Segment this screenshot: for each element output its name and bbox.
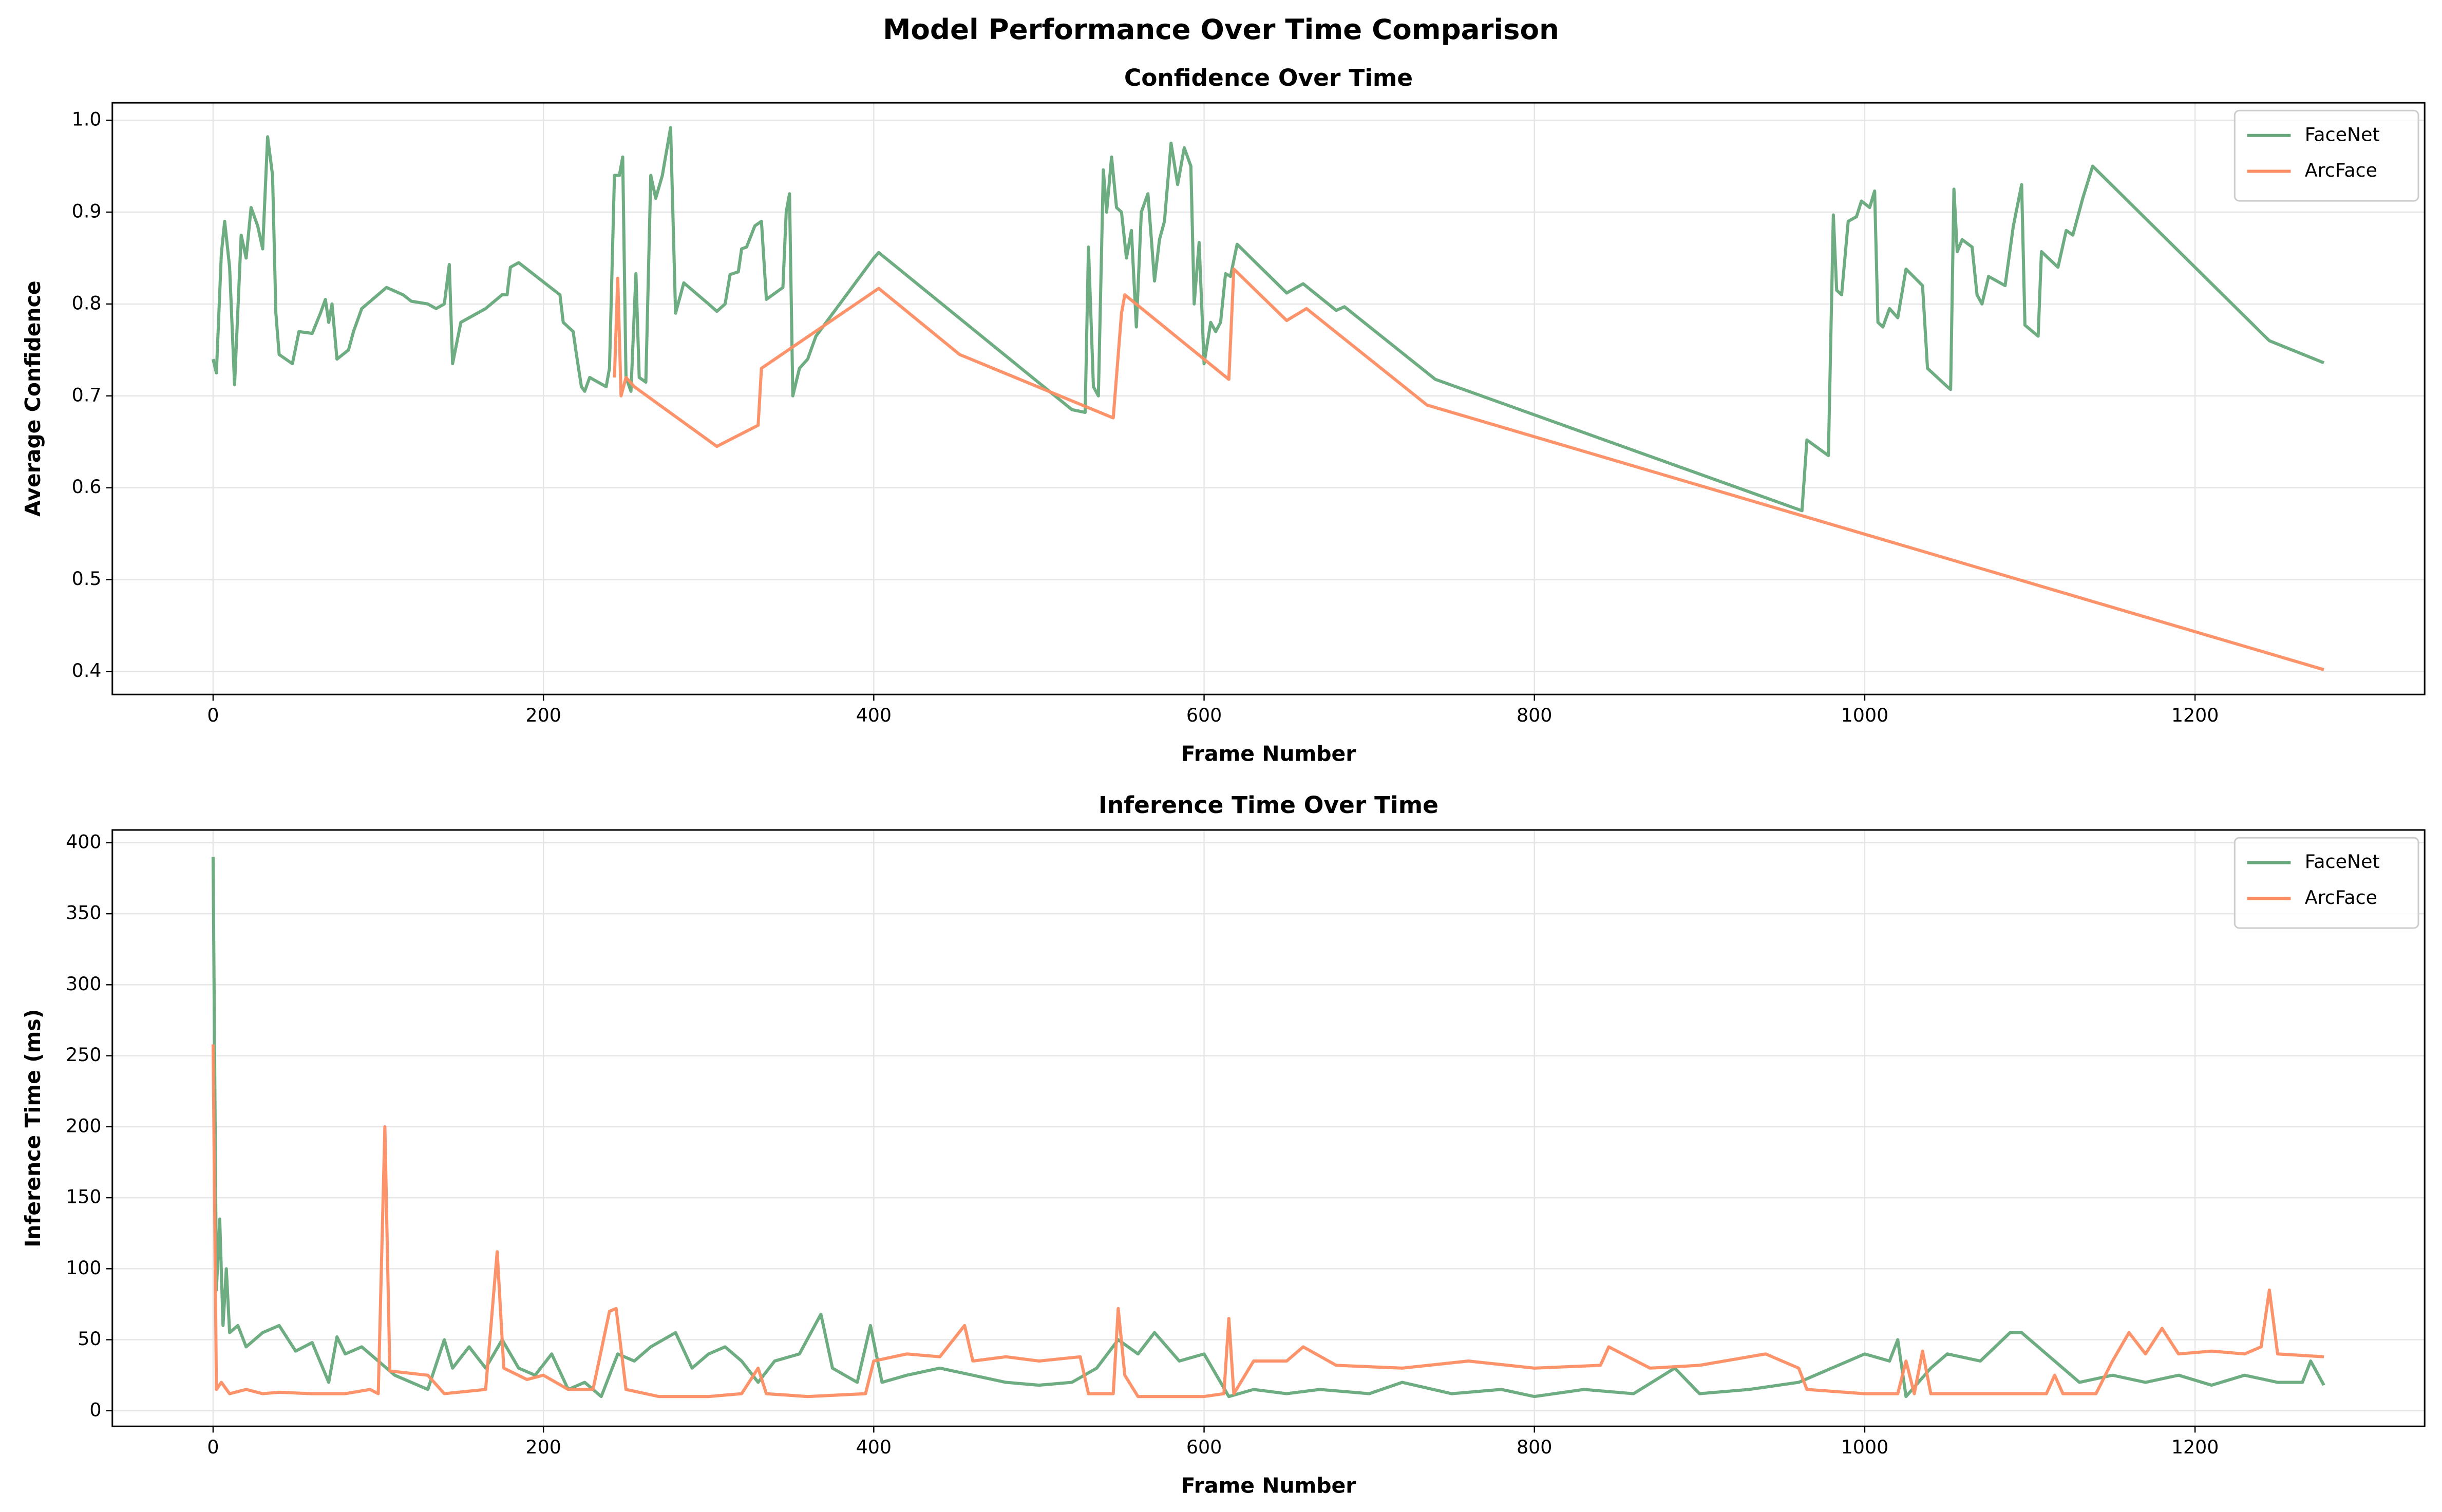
y-tick-label: 300 bbox=[66, 973, 101, 995]
y-tick-label: 350 bbox=[66, 902, 101, 924]
y-axis-label: Average Confidence bbox=[21, 280, 45, 517]
y-tick-label: 1.0 bbox=[72, 108, 102, 130]
figure-title: Model Performance Over Time Comparison bbox=[883, 13, 1559, 46]
chart-title: Confidence Over Time bbox=[1124, 64, 1413, 91]
y-tick-label: 0.5 bbox=[72, 568, 102, 590]
y-tick-label: 0.9 bbox=[72, 200, 102, 222]
y-tick-label: 100 bbox=[66, 1257, 101, 1279]
x-tick-label: 1200 bbox=[2171, 1436, 2219, 1458]
x-tick-label: 1000 bbox=[1841, 1436, 1889, 1458]
legend-label: ArcFace bbox=[2305, 886, 2377, 909]
x-tick-label: 200 bbox=[525, 1436, 561, 1458]
y-tick-label: 0.7 bbox=[72, 384, 102, 406]
series-line bbox=[211, 1044, 2324, 1398]
x-tick-label: 200 bbox=[525, 704, 561, 726]
x-tick-label: 0 bbox=[207, 1436, 219, 1458]
legend-box bbox=[2233, 837, 2419, 929]
legend-label: FaceNet bbox=[2305, 123, 2380, 145]
x-axis-label: Frame Number bbox=[1181, 741, 1356, 766]
y-tick-label: 250 bbox=[66, 1044, 101, 1066]
y-tick-label: 0.4 bbox=[72, 659, 102, 682]
y-tick-label: 0.8 bbox=[72, 292, 102, 314]
x-tick-label: 400 bbox=[856, 704, 892, 726]
x-tick-label: 800 bbox=[1517, 704, 1552, 726]
y-tick-label: 50 bbox=[78, 1328, 101, 1350]
x-tick-label: 400 bbox=[856, 1436, 892, 1458]
x-axis-label: Frame Number bbox=[1181, 1473, 1356, 1498]
plot-frame bbox=[111, 102, 2426, 695]
plot-frame bbox=[111, 829, 2426, 1427]
legend-label: FaceNet bbox=[2305, 850, 2380, 873]
y-tick-label: 0 bbox=[89, 1398, 101, 1421]
x-tick-label: 1200 bbox=[2171, 704, 2219, 726]
x-tick-label: 0 bbox=[207, 704, 219, 726]
y-tick-label: 400 bbox=[66, 830, 101, 853]
chart-title: Inference Time Over Time bbox=[1099, 791, 1438, 819]
y-axis-label: Inference Time (ms) bbox=[21, 1009, 45, 1248]
x-tick-label: 600 bbox=[1186, 1436, 1222, 1458]
y-tick-label: 0.6 bbox=[72, 476, 102, 498]
y-tick-label: 150 bbox=[66, 1186, 101, 1208]
legend-box bbox=[2233, 109, 2419, 202]
legend-label: ArcFace bbox=[2305, 159, 2377, 181]
x-tick-label: 800 bbox=[1517, 1436, 1552, 1458]
y-tick-label: 200 bbox=[66, 1114, 101, 1137]
series-line bbox=[211, 126, 2325, 513]
x-tick-label: 600 bbox=[1186, 704, 1222, 726]
x-tick-label: 1000 bbox=[1841, 704, 1889, 726]
series-line bbox=[613, 267, 2324, 671]
